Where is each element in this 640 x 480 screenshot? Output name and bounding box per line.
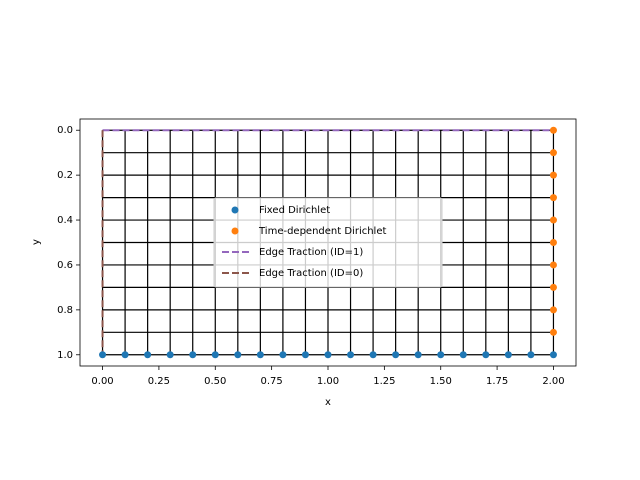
legend-label: Edge Traction (ID=1) — [259, 247, 363, 258]
x-tick-label: 0.25 — [148, 376, 170, 387]
point — [414, 351, 422, 359]
x-tick-label: 0.00 — [91, 376, 113, 387]
point — [189, 351, 197, 359]
x-tick-label: 0.50 — [204, 376, 226, 387]
x-tick-label: 0.75 — [261, 376, 283, 387]
y-tick-label: 0.2 — [57, 170, 73, 181]
point — [527, 351, 535, 359]
x-tick-label: 2.00 — [542, 376, 564, 387]
plot-frame — [79, 118, 577, 367]
x-tick-label: 1.00 — [317, 376, 339, 387]
y-tick-label: 0.6 — [57, 260, 73, 271]
point — [392, 351, 400, 359]
legend-marker — [231, 206, 239, 214]
point — [459, 351, 467, 359]
y-tick-label: 0.0 — [57, 125, 73, 136]
legend-label: Fixed Dirichlet — [259, 205, 330, 216]
point — [121, 351, 129, 359]
point — [482, 351, 490, 359]
point — [549, 351, 557, 359]
point — [549, 216, 557, 224]
point — [166, 351, 174, 359]
point — [99, 351, 107, 359]
point — [437, 351, 445, 359]
y-tick-label: 1.0 — [57, 350, 73, 361]
point — [256, 351, 264, 359]
legend-marker — [231, 227, 239, 235]
x-tick-label: 1.25 — [373, 376, 395, 387]
point — [211, 351, 219, 359]
point — [549, 261, 557, 269]
point — [301, 351, 309, 359]
point — [549, 171, 557, 179]
x-axis-label: x — [325, 397, 331, 408]
x-tick-label: 1.75 — [486, 376, 508, 387]
point — [549, 283, 557, 291]
point — [549, 306, 557, 314]
point — [369, 351, 377, 359]
point — [347, 351, 355, 359]
y-tick-label: 0.8 — [57, 305, 73, 316]
point — [549, 126, 557, 134]
point — [504, 351, 512, 359]
point — [549, 149, 557, 157]
point — [234, 351, 242, 359]
y-axis-label: y — [31, 239, 42, 245]
x-tick-label: 1.50 — [430, 376, 452, 387]
legend: Fixed Dirichlet Time-dependent Dirichlet E… — [213, 197, 443, 288]
legend-box — [213, 197, 443, 288]
y-tick-label: 0.4 — [57, 215, 73, 226]
point — [549, 239, 557, 246]
point — [324, 351, 332, 359]
legend-label: Edge Traction (ID=0) — [259, 268, 363, 279]
point — [549, 328, 557, 336]
point — [144, 351, 152, 359]
point — [279, 351, 287, 359]
point — [549, 194, 557, 202]
legend-label: Time-dependent Dirichlet — [258, 226, 386, 237]
